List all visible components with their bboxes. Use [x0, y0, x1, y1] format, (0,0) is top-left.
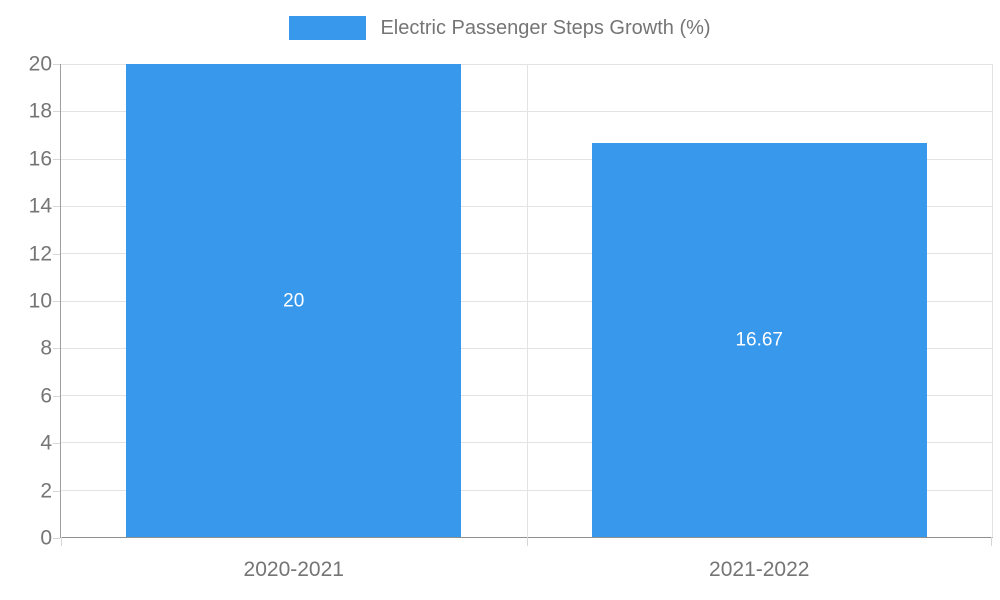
- y-tick-marks: [53, 64, 60, 539]
- y-tick-label: 6: [40, 384, 52, 408]
- x-tick-label: 2021-2022: [709, 558, 810, 581]
- y-tick-mark: [53, 348, 60, 350]
- y-tick-label: 10: [28, 289, 52, 313]
- legend-swatch: [289, 16, 367, 40]
- y-tick-label: 8: [40, 336, 52, 360]
- x-tick-mark: [61, 537, 62, 546]
- y-tick-label: 0: [40, 526, 52, 550]
- y-tick-label: 2: [40, 479, 52, 503]
- y-axis-labels: 0 2 4 6 8 10 12 14 16 18 20: [0, 54, 52, 549]
- y-tick-label: 20: [28, 52, 52, 76]
- plot-area: 20 16.67 2020-2021 2021-2022: [60, 64, 993, 580]
- y-tick-label: 18: [28, 99, 52, 123]
- y-tick-mark: [53, 111, 60, 113]
- category-boundary-gridline: [526, 64, 528, 537]
- y-tick-mark: [53, 443, 60, 445]
- y-tick-mark: [53, 253, 60, 255]
- y-tick-label: 16: [28, 147, 52, 171]
- y-tick-label: 12: [28, 242, 52, 266]
- x-tick-mark: [991, 537, 992, 546]
- y-tick-label: 4: [40, 431, 52, 455]
- y-tick-mark: [53, 538, 60, 539]
- y-tick-mark: [53, 158, 60, 160]
- y-tick-mark: [53, 395, 60, 397]
- bar[interactable]: 16.67: [591, 142, 927, 537]
- y-tick-mark: [53, 301, 60, 302]
- bars: 20 16.67: [61, 64, 992, 537]
- x-tick-mark: [526, 537, 528, 546]
- y-tick-mark: [53, 64, 60, 65]
- bar[interactable]: 20: [126, 64, 462, 537]
- legend-label: Electric Passenger Steps Growth (%): [380, 16, 711, 39]
- y-tick-mark: [53, 206, 60, 208]
- vertical-gridlines: [61, 64, 992, 537]
- y-tick-label: 14: [28, 194, 52, 218]
- bar-value-label: 16.67: [735, 329, 783, 351]
- x-tick-label: 2020-2021: [243, 558, 344, 581]
- bar-value-label: 20: [283, 290, 305, 311]
- y-tick-mark: [53, 490, 60, 492]
- legend-item[interactable]: Electric Passenger Steps Growth (%): [0, 0, 1000, 56]
